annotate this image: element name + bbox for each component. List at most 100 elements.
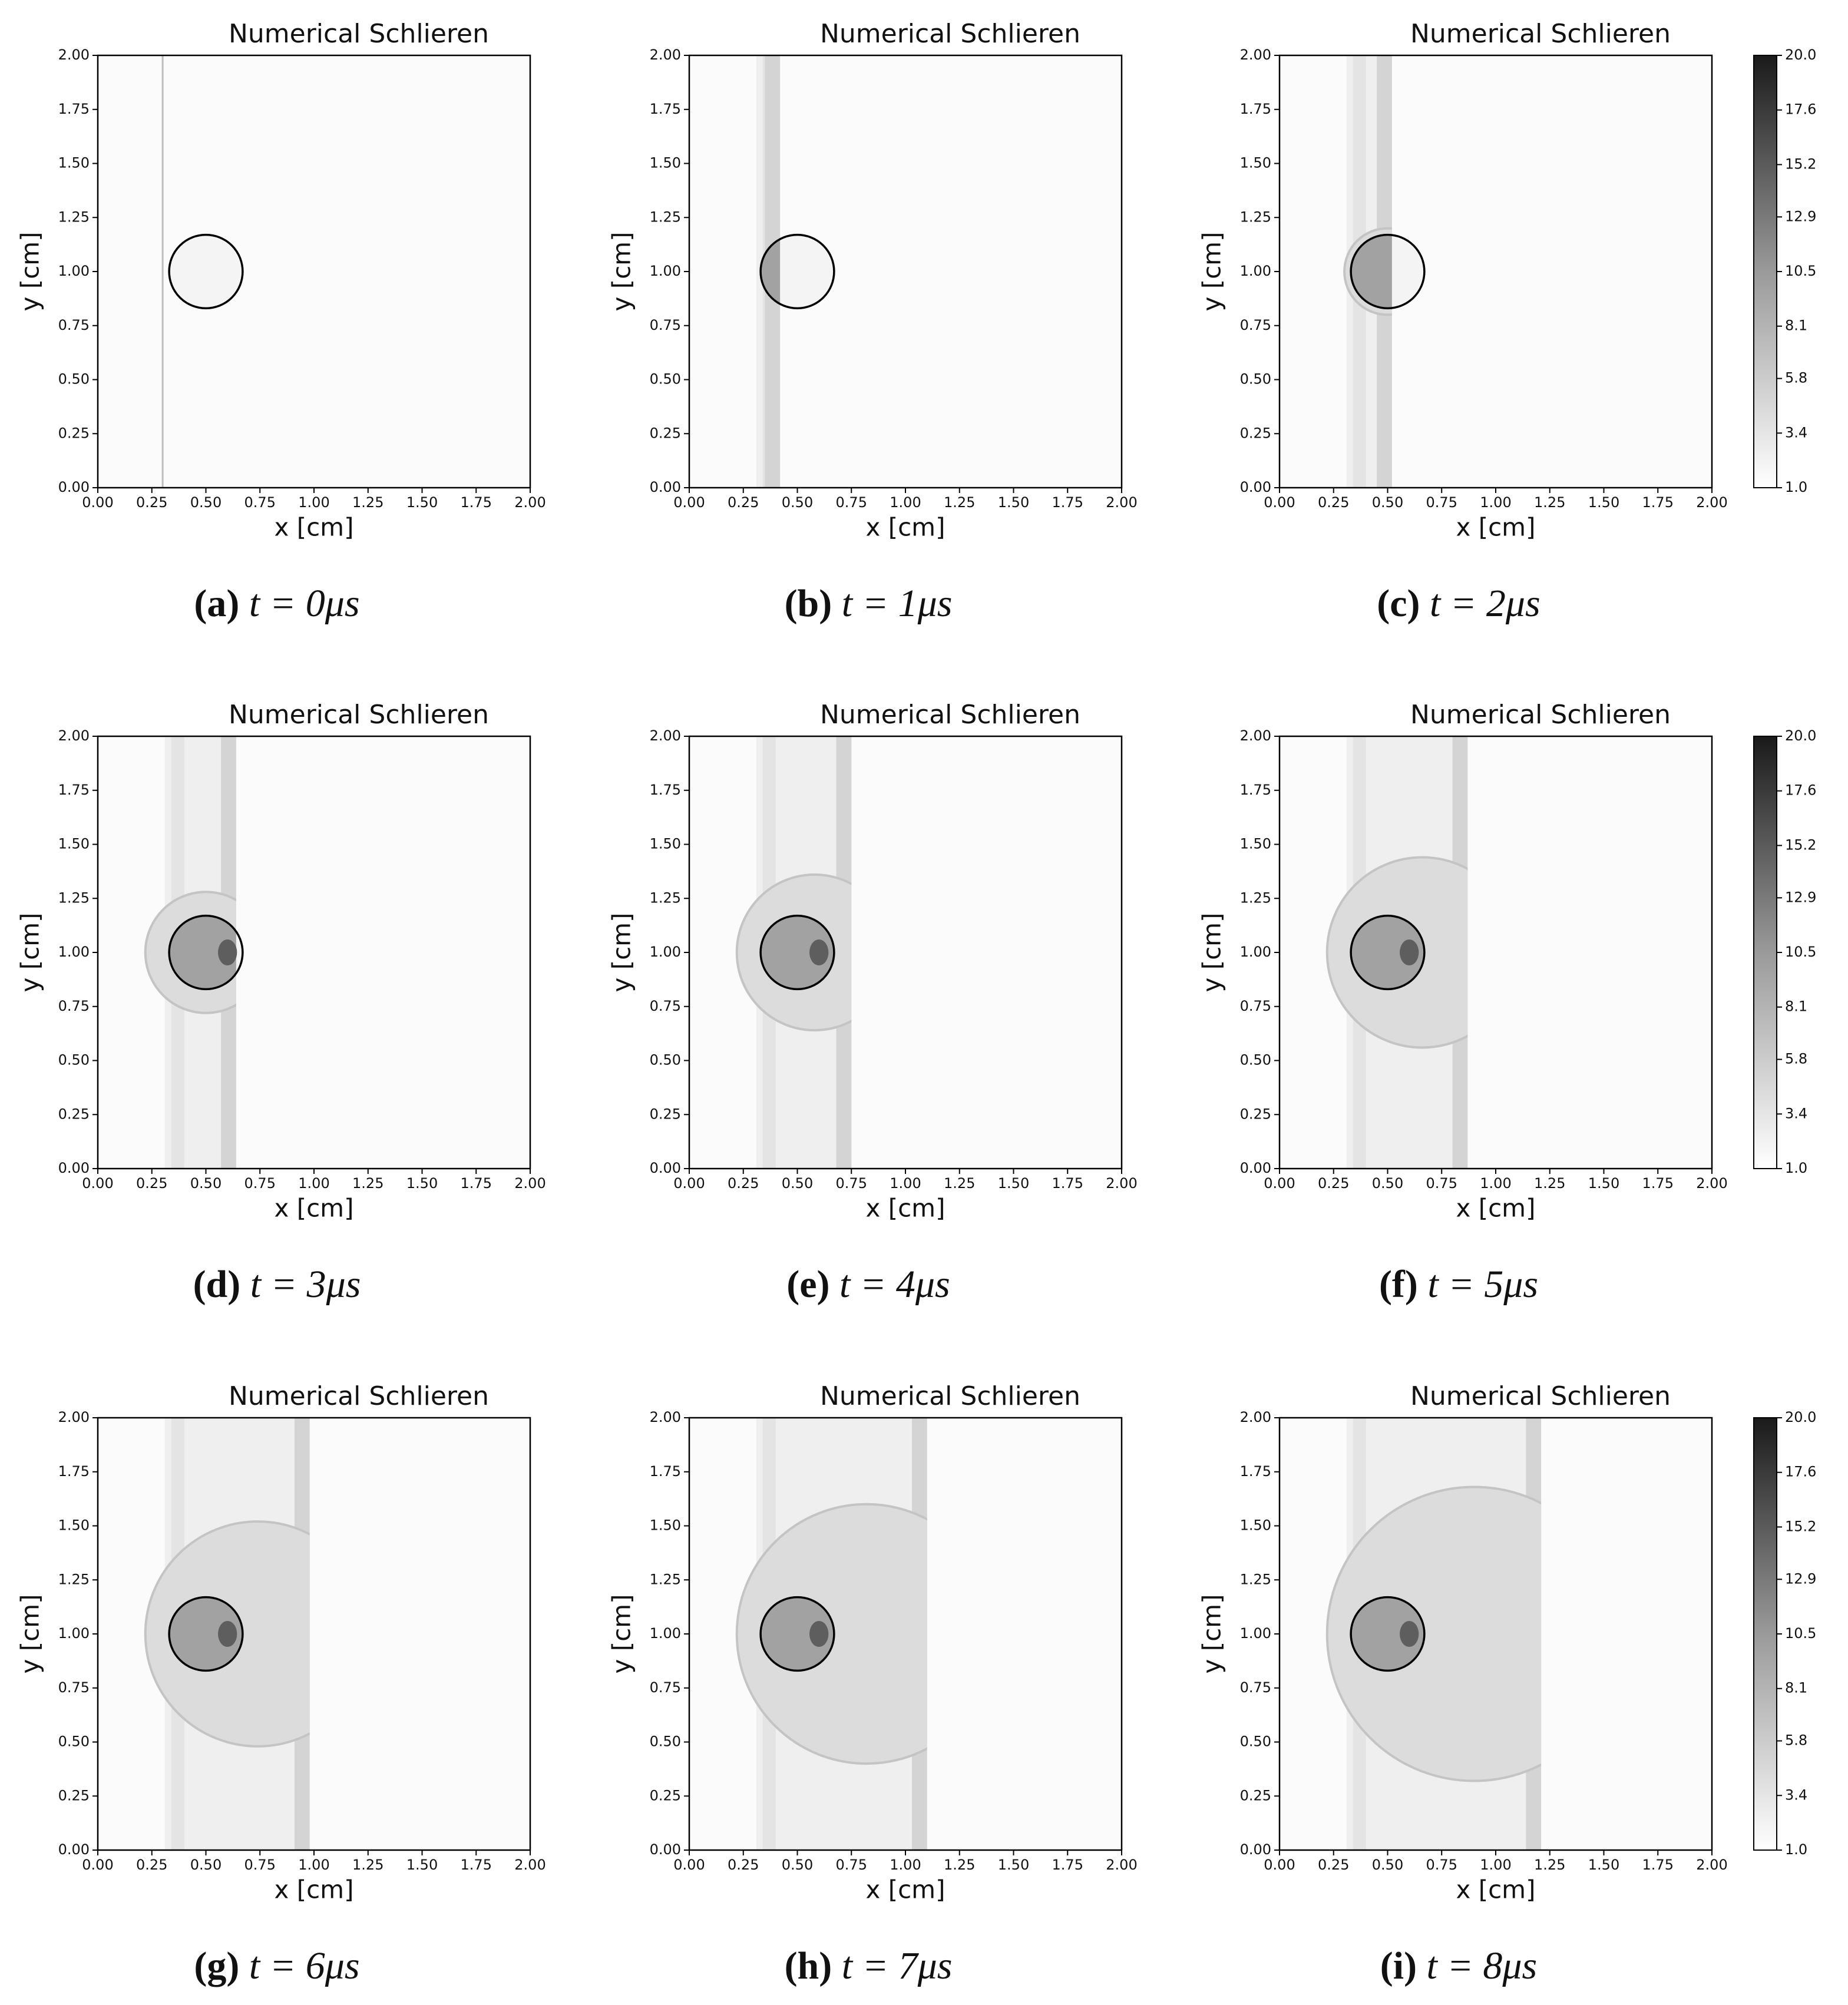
x-tick-label: 1.00 bbox=[298, 1175, 329, 1192]
x-tick-label: 0.75 bbox=[1426, 494, 1457, 511]
bubble-compressed bbox=[761, 239, 781, 305]
x-tick-label: 1.75 bbox=[1052, 494, 1083, 511]
x-tick-label: 0.25 bbox=[728, 1175, 759, 1192]
y-axis-label: y [cm] bbox=[1198, 913, 1227, 992]
y-tick-label: 0.75 bbox=[1240, 317, 1271, 333]
y-tick-label: 1.25 bbox=[58, 889, 90, 906]
schlieren-image bbox=[98, 55, 530, 488]
y-tick-label: 0.00 bbox=[58, 1160, 90, 1176]
y-tick-label: 0.75 bbox=[650, 317, 681, 333]
bubble-interface bbox=[168, 914, 244, 991]
chart-title: Numerical Schlieren bbox=[1410, 1381, 1671, 1411]
y-tick-label: 0.50 bbox=[650, 371, 681, 388]
colorbar-tick-label: 12.9 bbox=[1785, 889, 1816, 905]
bubble-interface bbox=[759, 1596, 835, 1672]
y-tick-label: 0.00 bbox=[1240, 479, 1271, 495]
y-tick-label: 1.75 bbox=[1240, 1463, 1271, 1480]
schlieren-image bbox=[689, 1418, 1122, 1850]
bubble-compressed bbox=[1351, 915, 1424, 990]
caption: (g) t = 6μs bbox=[194, 1944, 359, 1987]
x-tick-label: 0.25 bbox=[728, 494, 759, 511]
colorbar-tick-label: 15.2 bbox=[1785, 1518, 1816, 1534]
bubble-compressed bbox=[169, 915, 236, 990]
x-tick-label: 2.00 bbox=[1106, 1857, 1137, 1873]
bubble-shocked bbox=[169, 1597, 243, 1671]
y-tick-label: 0.50 bbox=[1240, 1733, 1271, 1750]
caption-text: t = 3μs bbox=[250, 1263, 361, 1306]
x-tick-label: 0.50 bbox=[190, 1175, 222, 1192]
chart-title: Numerical Schlieren bbox=[229, 19, 489, 49]
x-tick-label: 0.00 bbox=[673, 1175, 705, 1192]
x-tick-label: 2.00 bbox=[1106, 1175, 1137, 1192]
colorbar-tick-label: 15.2 bbox=[1785, 836, 1816, 853]
bubble-interface bbox=[168, 1596, 244, 1672]
caption-label: (i) bbox=[1380, 1944, 1417, 1987]
colorbar-tick-label: 5.8 bbox=[1785, 1051, 1807, 1067]
y-tick-label: 2.00 bbox=[1240, 1409, 1271, 1425]
x-tick-label: 0.75 bbox=[244, 494, 276, 511]
x-tick-label: 0.00 bbox=[82, 1857, 113, 1873]
x-axis-label: x [cm] bbox=[866, 1875, 946, 1904]
x-tick-label: 1.50 bbox=[998, 1175, 1029, 1192]
colorbar bbox=[1753, 736, 1777, 1169]
x-tick-label: 1.25 bbox=[944, 1857, 975, 1873]
y-axis-label: y [cm] bbox=[16, 1594, 45, 1674]
y-tick-label: 2.00 bbox=[1240, 47, 1271, 63]
x-axis-label: x [cm] bbox=[866, 1194, 946, 1223]
schlieren-image bbox=[1280, 1418, 1712, 1850]
x-tick-label: 0.50 bbox=[1372, 1857, 1403, 1873]
x-tick-label: 0.75 bbox=[1426, 1175, 1457, 1192]
y-tick-label: 2.00 bbox=[650, 1409, 681, 1425]
bubble-shocked bbox=[761, 915, 834, 990]
chart-title: Numerical Schlieren bbox=[820, 1381, 1080, 1411]
x-axis-label: x [cm] bbox=[866, 513, 946, 542]
x-tick-label: 1.50 bbox=[1588, 1857, 1619, 1873]
y-tick-label: 1.50 bbox=[650, 1517, 681, 1534]
y-axis-label: y [cm] bbox=[16, 232, 45, 312]
y-tick-label: 1.50 bbox=[1240, 1517, 1271, 1534]
caption: (b) t = 1μs bbox=[785, 582, 953, 625]
bubble-shocked bbox=[1351, 1597, 1424, 1671]
colorbar bbox=[1753, 55, 1777, 488]
x-tick-label: 1.75 bbox=[461, 494, 492, 511]
x-axis-label: x [cm] bbox=[1456, 1875, 1536, 1904]
y-tick-label: 0.25 bbox=[650, 1106, 681, 1122]
y-tick-label: 1.75 bbox=[1240, 782, 1271, 798]
x-tick-label: 0.25 bbox=[1318, 494, 1349, 511]
x-tick-label: 0.75 bbox=[1426, 1857, 1457, 1873]
y-tick-label: 0.50 bbox=[650, 1052, 681, 1068]
caption-text: t = 7μs bbox=[842, 1944, 953, 1987]
x-tick-label: 0.75 bbox=[244, 1175, 276, 1192]
x-tick-label: 1.50 bbox=[1588, 1175, 1619, 1192]
chart-title: Numerical Schlieren bbox=[820, 700, 1080, 730]
colorbar-tick-label: 17.6 bbox=[1785, 782, 1816, 799]
bubble-interface bbox=[168, 233, 244, 310]
colorbar-tick-label: 8.1 bbox=[1785, 1680, 1807, 1696]
bubble-shocked bbox=[761, 1597, 834, 1671]
colorbar-tick-label: 17.6 bbox=[1785, 1464, 1816, 1480]
colorbar-tick-label: 12.9 bbox=[1785, 208, 1816, 224]
bubble-shocked bbox=[761, 239, 781, 305]
bubble-interface bbox=[1350, 233, 1426, 310]
y-tick-label: 1.25 bbox=[650, 209, 681, 225]
caption-text: t = 4μs bbox=[839, 1263, 950, 1306]
bubble-compressed bbox=[169, 1597, 243, 1671]
caption-text: t = 5μs bbox=[1427, 1263, 1538, 1306]
x-tick-label: 1.25 bbox=[1534, 1175, 1565, 1192]
x-tick-label: 0.00 bbox=[1264, 494, 1295, 511]
jet bbox=[1400, 939, 1419, 966]
bubble-compressed bbox=[1351, 1597, 1424, 1671]
bubble-shocked bbox=[1351, 915, 1424, 990]
y-tick-label: 0.25 bbox=[1240, 1787, 1271, 1804]
y-tick-label: 0.25 bbox=[58, 425, 90, 441]
x-tick-label: 1.50 bbox=[998, 1857, 1029, 1873]
x-tick-label: 2.00 bbox=[1106, 494, 1137, 511]
colorbar-tick-label: 1.0 bbox=[1785, 1160, 1807, 1176]
x-tick-label: 1.00 bbox=[890, 494, 921, 511]
y-tick-label: 1.75 bbox=[58, 101, 90, 117]
colorbar-tick-label: 10.5 bbox=[1785, 263, 1816, 279]
y-tick-label: 2.00 bbox=[650, 727, 681, 744]
colorbar-tick-label: 8.1 bbox=[1785, 317, 1807, 334]
y-tick-label: 1.50 bbox=[650, 155, 681, 171]
colorbar bbox=[1753, 1417, 1777, 1851]
